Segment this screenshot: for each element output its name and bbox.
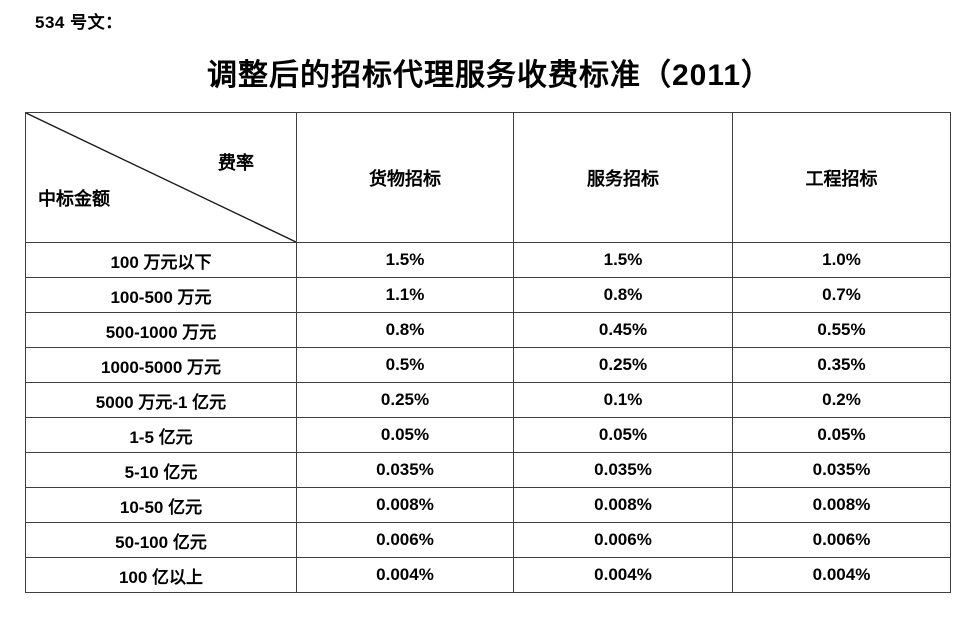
rate-cell: 0.035% <box>296 452 514 488</box>
row-label-amount-tier: 500-1000 万元 <box>25 312 297 348</box>
rate-cell: 0.35% <box>732 347 951 383</box>
rate-cell: 1.5% <box>296 242 514 278</box>
rate-cell: 1.1% <box>296 277 514 313</box>
rate-cell: 0.25% <box>296 382 514 418</box>
row-label-amount-tier: 10-50 亿元 <box>25 487 297 523</box>
row-label-amount-tier: 5-10 亿元 <box>25 452 297 488</box>
diagonal-divider-line <box>26 113 296 242</box>
rate-cell: 0.8% <box>513 277 733 313</box>
rate-cell: 0.8% <box>296 312 514 348</box>
page-title: 调整后的招标代理服务收费标准（2011） <box>206 59 773 92</box>
table-row: 10-50 亿元 0.008% 0.008% 0.008% <box>25 487 951 523</box>
rate-cell: 0.006% <box>296 522 514 558</box>
table-row: 5-10 亿元 0.035% 0.035% 0.035% <box>25 452 951 488</box>
rate-cell: 0.004% <box>732 557 951 593</box>
rate-cell: 0.5% <box>296 347 514 383</box>
rate-cell: 0.25% <box>513 347 733 383</box>
corner-label-rate: 费率 <box>218 153 254 173</box>
rate-cell: 0.008% <box>732 487 951 523</box>
table-row: 5000 万元-1 亿元 0.25% 0.1% 0.2% <box>25 382 951 418</box>
rate-cell: 1.5% <box>513 242 733 278</box>
rate-cell: 0.45% <box>513 312 733 348</box>
row-label-amount-tier: 100 万元以下 <box>25 242 297 278</box>
row-label-amount-tier: 50-100 亿元 <box>25 522 297 558</box>
fee-table-body: 100 万元以下 1.5% 1.5% 1.0% 100-500 万元 1.1% 0.8% 0.… <box>25 242 951 593</box>
table-row: 100 万元以下 1.5% 1.5% 1.0% <box>25 242 951 278</box>
corner-header-cell: 费率 中标金额 <box>25 112 297 243</box>
table-row: 1-5 亿元 0.05% 0.05% 0.05% <box>25 417 951 453</box>
table-row: 500-1000 万元 0.8% 0.45% 0.55% <box>25 312 951 348</box>
table-row: 50-100 亿元 0.006% 0.006% 0.006% <box>25 522 951 558</box>
rate-cell: 0.05% <box>732 417 951 453</box>
rate-cell: 0.035% <box>732 452 951 488</box>
table-row: 100 亿以上 0.004% 0.004% 0.004% <box>25 557 951 593</box>
row-label-amount-tier: 1000-5000 万元 <box>25 347 297 383</box>
rate-cell: 1.0% <box>732 242 951 278</box>
rate-cell: 0.006% <box>513 522 733 558</box>
rate-cell: 0.008% <box>513 487 733 523</box>
row-label-amount-tier: 5000 万元-1 亿元 <box>25 382 297 418</box>
rate-cell: 0.006% <box>732 522 951 558</box>
rate-cell: 0.004% <box>296 557 514 593</box>
rate-cell: 0.7% <box>732 277 951 313</box>
corner-label-bid-amount: 中标金额 <box>38 189 110 209</box>
row-label-amount-tier: 100-500 万元 <box>25 277 297 313</box>
rate-cell: 0.004% <box>513 557 733 593</box>
table-row: 100-500 万元 1.1% 0.8% 0.7% <box>25 277 951 313</box>
rate-cell: 0.2% <box>732 382 951 418</box>
fee-rate-table: 费率 中标金额 货物招标 服务招标 工程招标 100 万元以下 1.5% 1.5% 1… <box>25 112 951 593</box>
rate-cell: 0.008% <box>296 487 514 523</box>
column-header-engineering-bidding: 工程招标 <box>732 112 951 243</box>
rate-cell: 0.1% <box>513 382 733 418</box>
header-row: 费率 中标金额 货物招标 服务招标 工程招标 <box>25 112 951 243</box>
rate-cell: 0.55% <box>732 312 951 348</box>
column-header-goods-bidding: 货物招标 <box>296 112 514 243</box>
row-label-amount-tier: 100 亿以上 <box>25 557 297 593</box>
doc-ref-label: 534 号文： <box>35 13 123 32</box>
column-header-service-bidding: 服务招标 <box>513 112 733 243</box>
table-row: 1000-5000 万元 0.5% 0.25% 0.35% <box>25 347 951 383</box>
rate-cell: 0.035% <box>513 452 733 488</box>
rate-cell: 0.05% <box>513 417 733 453</box>
row-label-amount-tier: 1-5 亿元 <box>25 417 297 453</box>
rate-cell: 0.05% <box>296 417 514 453</box>
